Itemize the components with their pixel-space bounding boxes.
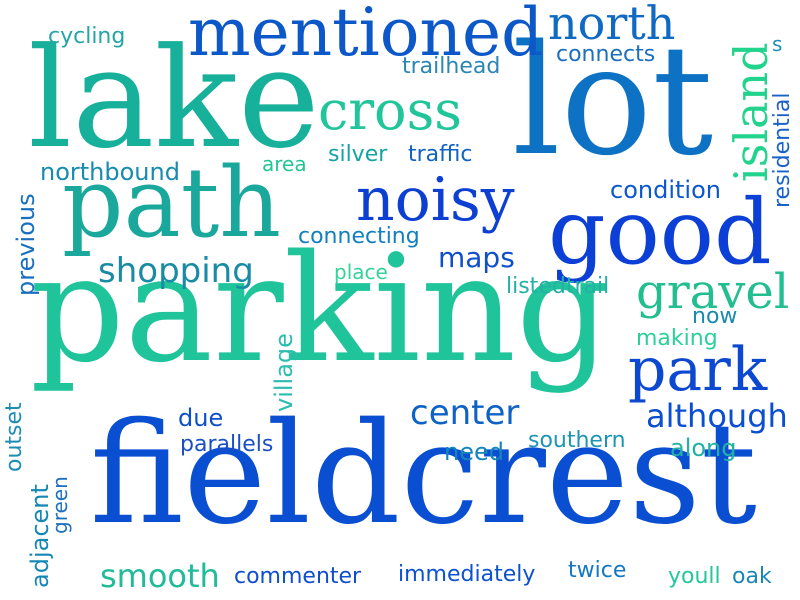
word-adjacent: adjacent [26, 484, 54, 588]
word-maps: maps [438, 241, 515, 274]
word-southern: southern [528, 428, 626, 453]
word-village: village [270, 333, 298, 412]
word-although: although [646, 397, 788, 435]
word-north: island [724, 42, 778, 182]
word-good: good [548, 180, 772, 285]
word-commenter: commenter [234, 564, 362, 589]
word-youll: youll [668, 564, 721, 589]
word-previous: previous [12, 193, 40, 296]
word-place: place [334, 260, 388, 284]
word-traffic: traffic [408, 142, 473, 167]
word-now: now [692, 304, 738, 329]
word-oak: oak [732, 564, 772, 589]
word-residential: residential [770, 92, 795, 208]
word-listedtrail: listedtrail [506, 274, 610, 299]
word-immediately: immediately [398, 562, 536, 587]
word-fieldcrest: fieldcrest [90, 393, 757, 556]
word-parking: parking [30, 223, 611, 395]
word-connecting: connecting [298, 224, 420, 249]
word-s: s [772, 32, 783, 56]
word-gravel: gravel [636, 264, 790, 320]
word-due: due [178, 404, 224, 432]
word-island: north [548, 0, 676, 50]
word-area: area [262, 152, 307, 176]
word-path: path [62, 147, 282, 259]
word-outset: outset [2, 402, 27, 472]
word-making: making [636, 326, 718, 351]
word-along: along [670, 434, 737, 462]
word-twice: twice [568, 558, 627, 583]
word-cross: cross [318, 79, 462, 142]
word-center: center [410, 393, 520, 433]
word-need: need [444, 438, 504, 466]
word-noisy: noisy [356, 165, 515, 235]
word-mentioned: mentioned [188, 0, 544, 71]
word-smooth: smooth [100, 557, 220, 595]
word-silver: silver [328, 142, 388, 167]
word-park: park [628, 335, 768, 405]
word-northbound: northbound [40, 158, 180, 186]
word-connects: connects [556, 42, 656, 67]
word-shopping: shopping [98, 251, 254, 291]
word-lot: lot [512, 12, 714, 189]
word-lake: lake [28, 18, 320, 179]
word-condition: condition [610, 176, 721, 204]
word-parallels: parallels [180, 432, 274, 457]
word-cycling: cycling [48, 24, 126, 49]
word-trailhead: trailhead [402, 54, 501, 79]
